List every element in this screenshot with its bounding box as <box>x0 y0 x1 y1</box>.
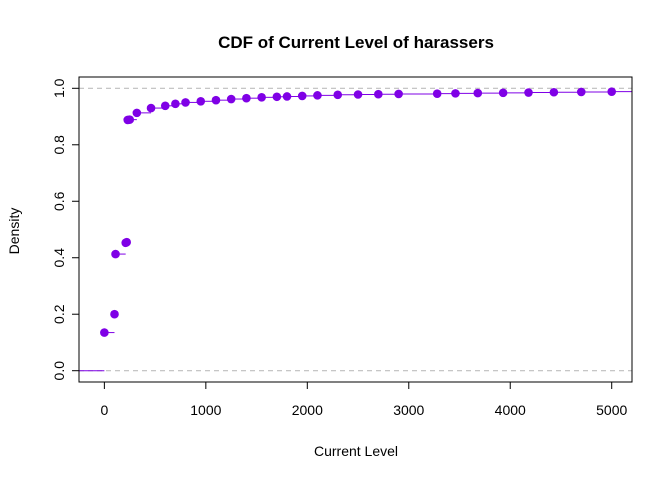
cdf-point <box>211 95 221 105</box>
x-tick-label: 1000 <box>190 402 221 418</box>
cdf-point <box>353 90 363 99</box>
cdf-point <box>333 90 343 100</box>
cdf-point <box>196 96 206 106</box>
x-axis: 0 1000 2000 3000 4000 5000 <box>100 381 627 418</box>
y-tick-label: 0.6 <box>51 191 67 211</box>
reference-lines <box>79 87 632 372</box>
cdf-point <box>297 91 307 101</box>
chart-title: CDF of Current Level of harassers <box>218 33 494 52</box>
x-tick-label: 5000 <box>596 402 627 418</box>
x-tick-label: 4000 <box>495 402 526 418</box>
y-tick-label: 1.0 <box>51 78 67 98</box>
cdf-point <box>374 89 383 99</box>
cdf-point <box>226 94 236 104</box>
plot-frame <box>78 76 633 383</box>
cdf-point <box>111 249 120 259</box>
cdf-point <box>549 87 559 97</box>
cdf-point <box>181 98 190 107</box>
x-tick-label: 0 <box>100 402 108 418</box>
cdf-point <box>576 87 586 97</box>
cdf-point <box>607 87 617 96</box>
cdf-point <box>132 108 142 118</box>
cdf-points <box>100 87 617 337</box>
cdf-point <box>125 115 135 124</box>
x-tick-label: 3000 <box>393 402 424 418</box>
cdf-point <box>257 93 266 102</box>
cdf-point <box>171 99 180 109</box>
y-tick-label: 0.4 <box>51 248 67 268</box>
cdf-point <box>432 89 442 98</box>
y-tick-label: 0.0 <box>51 361 67 381</box>
cdf-point <box>498 88 508 98</box>
cdf-point <box>451 89 460 98</box>
cdf-point <box>473 88 483 98</box>
y-axis-label: Density <box>6 208 22 255</box>
cdf-point <box>524 88 533 97</box>
cdf-point <box>272 92 282 102</box>
cdf-steps <box>79 91 632 372</box>
cdf-point <box>282 92 292 101</box>
cdf-point <box>122 237 131 247</box>
x-axis-label: Current Level <box>314 443 398 459</box>
cdf-point <box>313 91 322 100</box>
cdf-point <box>394 89 403 99</box>
cdf-point <box>160 101 170 111</box>
cdf-point <box>110 309 119 319</box>
y-tick-label: 0.2 <box>51 304 67 324</box>
y-tick-label: 0.8 <box>51 135 67 155</box>
cdf-point <box>100 328 109 337</box>
cdf-point <box>146 103 156 113</box>
y-axis: 0.0 0.2 0.4 0.6 0.8 1.0 <box>51 78 80 381</box>
cdf-point <box>242 93 251 103</box>
x-tick-label: 2000 <box>292 402 323 418</box>
